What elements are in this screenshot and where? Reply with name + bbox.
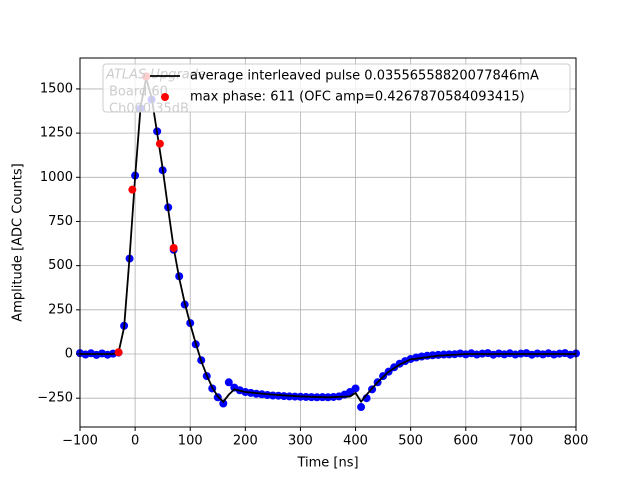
point <box>114 348 123 357</box>
y-tick-label: 500 <box>48 258 73 273</box>
x-tick-label: 800 <box>564 434 589 449</box>
y-tick-label: −250 <box>37 391 73 406</box>
legend-label: max phase: 611 (OFC amp=0.42678705840934… <box>190 90 525 105</box>
y-tick-label: 1500 <box>40 81 73 96</box>
legend-box <box>102 63 571 113</box>
axes-frame <box>79 57 577 428</box>
x-tick-label: 700 <box>508 434 533 449</box>
y-tick-label: 750 <box>48 214 73 229</box>
x-tick-label: 300 <box>288 434 313 449</box>
y-tick-label: 1250 <box>40 126 73 141</box>
x-tick-label: 500 <box>398 434 423 449</box>
x-tick-label: 400 <box>343 434 368 449</box>
y-axis-label: Amplitude [ADC Counts] <box>11 163 26 321</box>
point <box>169 243 178 252</box>
legend-label: average interleaved pulse 0.035565588200… <box>190 69 539 84</box>
x-tick-label: −100 <box>62 434 98 449</box>
x-tick-label: 600 <box>453 434 478 449</box>
y-tick-label: 0 <box>65 347 73 362</box>
legend-marker <box>161 93 169 101</box>
point <box>224 378 233 387</box>
point <box>155 139 164 148</box>
point <box>357 403 366 412</box>
point <box>351 384 360 393</box>
y-tick-label: 1000 <box>40 170 73 185</box>
x-tick-label: 100 <box>178 434 203 449</box>
x-tick-label: 200 <box>233 434 258 449</box>
point <box>219 399 228 408</box>
x-axis-label: Time [ns] <box>296 456 358 471</box>
point <box>128 185 137 194</box>
x-tick-label: 0 <box>131 434 139 449</box>
y-tick-label: 250 <box>48 302 73 317</box>
